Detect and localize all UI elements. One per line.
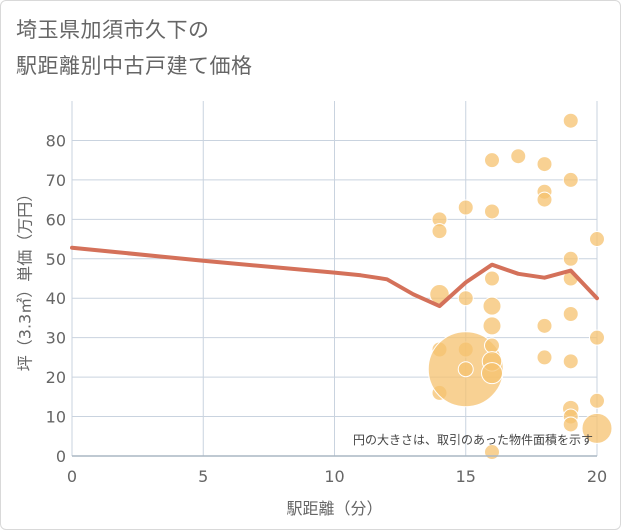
chart-title-line-1: 埼玉県加須市久下の: [16, 18, 210, 42]
data-point: [536, 317, 553, 334]
y-axis-title: 坪（3.3㎡）単価（万円）: [16, 186, 35, 371]
chart-title: 埼玉県加須市久下の 駅距離別中古戸建て価格: [16, 12, 576, 84]
tick-labels: 0 10 20 30 40 50 60 70 80 0 5 10 15 20: [46, 131, 608, 486]
data-point: [431, 223, 448, 240]
chart-title-line-2: 駅距離別中古戸建て価格: [16, 54, 253, 78]
y-tick-label: 80: [46, 131, 66, 150]
data-point: [484, 270, 500, 287]
y-tick-label: 40: [46, 289, 66, 308]
data-point: [510, 148, 527, 165]
trend-line: [70, 245, 599, 309]
data-point: [457, 290, 474, 307]
data-point: [589, 231, 605, 248]
x-axis-title: 駅距離（分）: [286, 499, 382, 518]
y-tick-label: 10: [46, 408, 66, 427]
data-point: [481, 362, 503, 385]
data-point: [457, 361, 474, 378]
data-points: [427, 112, 613, 461]
x-tick-label: 15: [456, 467, 476, 486]
x-tick-label: 0: [67, 467, 77, 486]
data-point: [482, 296, 502, 316]
data-point: [457, 199, 474, 216]
y-tick-label: 20: [46, 368, 66, 387]
data-point: [562, 306, 579, 322]
data-point: [536, 156, 553, 173]
data-point: [562, 112, 579, 129]
data-point: [589, 392, 605, 409]
data-point: [562, 171, 579, 188]
x-tick-label: 20: [587, 467, 607, 486]
y-tick-label: 60: [46, 210, 66, 229]
size-annotation: 円の大きさは、取引のあった物件面積を示す: [353, 432, 593, 447]
x-tick-label: 5: [198, 467, 208, 486]
data-point: [536, 191, 553, 208]
y-tick-label: 30: [46, 329, 66, 348]
y-tick-label: 70: [46, 171, 66, 190]
data-point: [581, 412, 613, 444]
trend-line-group: [70, 245, 599, 309]
data-point: [484, 337, 500, 354]
data-point: [562, 416, 579, 433]
data-point: [562, 353, 579, 370]
data-point: [589, 329, 605, 346]
data-point: [536, 349, 553, 366]
data-point: [482, 316, 502, 336]
y-tick-label: 0: [56, 447, 66, 466]
data-point: [562, 250, 579, 267]
y-tick-label: 50: [46, 250, 66, 269]
x-tick-label: 10: [324, 467, 344, 486]
data-point: [484, 152, 500, 169]
data-point: [484, 203, 500, 220]
